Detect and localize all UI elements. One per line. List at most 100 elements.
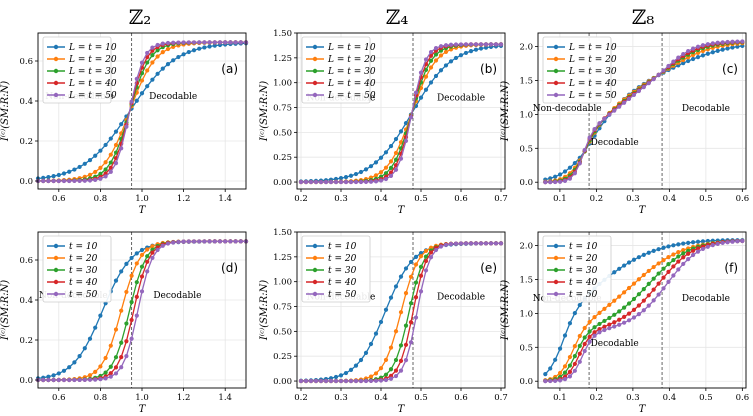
- x-tick-label: 1.2: [177, 393, 191, 403]
- data-point: [543, 372, 548, 377]
- data-point: [72, 360, 77, 365]
- data-point: [577, 343, 582, 348]
- legend-entry: L = t = 30: [327, 67, 376, 77]
- data-point: [562, 370, 568, 375]
- data-point: [651, 276, 656, 281]
- data-point: [710, 41, 715, 46]
- legend-marker: [53, 56, 59, 62]
- data-point: [318, 179, 324, 185]
- data-point: [165, 40, 171, 46]
- legend-entry: L = t = 10: [68, 43, 117, 53]
- data-point: [223, 40, 228, 45]
- data-point: [303, 378, 309, 384]
- y-tick-label: 0.0: [519, 178, 533, 188]
- legend-entry: t = 10: [69, 242, 98, 252]
- data-point: [77, 178, 82, 183]
- data-point: [56, 377, 61, 383]
- x-axis-label: T: [398, 404, 406, 415]
- data-point: [557, 370, 563, 376]
- data-point: [181, 239, 186, 244]
- data-point: [150, 53, 155, 58]
- data-point: [413, 280, 419, 285]
- data-point: [181, 40, 186, 45]
- data-point: [103, 160, 108, 165]
- legend-marker: [312, 80, 318, 86]
- data-point: [636, 312, 641, 317]
- data-point: [666, 262, 671, 267]
- data-point: [705, 42, 710, 47]
- data-point: [119, 146, 124, 151]
- data-point: [408, 115, 414, 120]
- legend-entry: t = 40: [569, 278, 598, 288]
- legend-marker: [553, 44, 559, 50]
- data-point: [641, 298, 646, 303]
- data-point: [129, 317, 134, 323]
- data-point: [160, 243, 165, 248]
- data-point: [67, 365, 72, 370]
- y-tick-label: 0.00: [273, 178, 292, 188]
- data-point: [383, 377, 389, 383]
- x-tick-label: 0.5: [699, 393, 713, 403]
- legend-marker: [553, 243, 559, 249]
- data-point: [567, 363, 573, 368]
- data-point: [418, 289, 424, 294]
- data-point: [626, 285, 632, 291]
- data-point: [51, 377, 56, 383]
- data-point: [661, 275, 666, 280]
- data-point: [413, 315, 419, 320]
- data-point: [695, 249, 701, 254]
- legend-marker: [553, 291, 559, 297]
- data-point: [134, 98, 139, 103]
- data-point: [626, 96, 632, 101]
- data-point: [388, 159, 394, 164]
- data-point: [202, 239, 207, 244]
- data-point: [134, 261, 139, 266]
- data-point: [651, 77, 656, 82]
- data-point: [423, 254, 429, 259]
- legend-entry: t = 30: [69, 266, 98, 276]
- data-point: [238, 239, 243, 244]
- data-point: [423, 74, 429, 79]
- data-point: [617, 322, 622, 327]
- data-point: [103, 370, 108, 375]
- region-label: Decodable: [437, 293, 485, 303]
- data-point: [56, 178, 61, 184]
- data-point: [423, 268, 429, 273]
- data-point: [403, 291, 409, 296]
- data-point: [129, 336, 134, 341]
- data-point: [463, 241, 469, 246]
- data-point: [343, 179, 349, 185]
- data-point: [313, 179, 319, 185]
- data-point: [139, 264, 145, 269]
- data-point: [217, 239, 223, 244]
- data-point: [671, 243, 676, 248]
- data-point: [428, 80, 434, 85]
- y-tick-label: 0.2: [19, 137, 33, 147]
- data-point: [61, 171, 67, 176]
- data-point: [378, 155, 384, 160]
- region-label: Decodable: [437, 94, 485, 104]
- data-point: [383, 372, 389, 377]
- panel-f: 0.1 0.2 0.3 0.4 0.5 0.6 0.0 0.5 1.0 1.5 2.0 T I⁽ᶜ⁾(S…: [500, 231, 749, 415]
- x-tick-label: 1.4: [218, 194, 232, 204]
- data-point: [686, 58, 691, 64]
- data-point: [567, 374, 573, 379]
- data-point: [113, 129, 119, 134]
- data-point: [433, 73, 439, 79]
- data-point: [567, 176, 573, 181]
- legend-box: [42, 235, 112, 303]
- y-tick-label: 2.0: [519, 242, 533, 252]
- legend-entry: L = t = 30: [68, 67, 117, 77]
- data-point: [612, 108, 617, 113]
- data-point: [641, 308, 646, 313]
- data-point: [458, 53, 464, 58]
- data-point: [671, 264, 676, 269]
- data-point: [207, 40, 212, 45]
- data-point: [483, 45, 489, 50]
- y-tick-label: 0.75: [273, 303, 292, 313]
- data-point: [418, 273, 424, 278]
- legend-entry: t = 50: [328, 290, 357, 300]
- data-point: [82, 346, 87, 351]
- data-point: [353, 171, 359, 177]
- legend-entry: t = 40: [328, 278, 357, 288]
